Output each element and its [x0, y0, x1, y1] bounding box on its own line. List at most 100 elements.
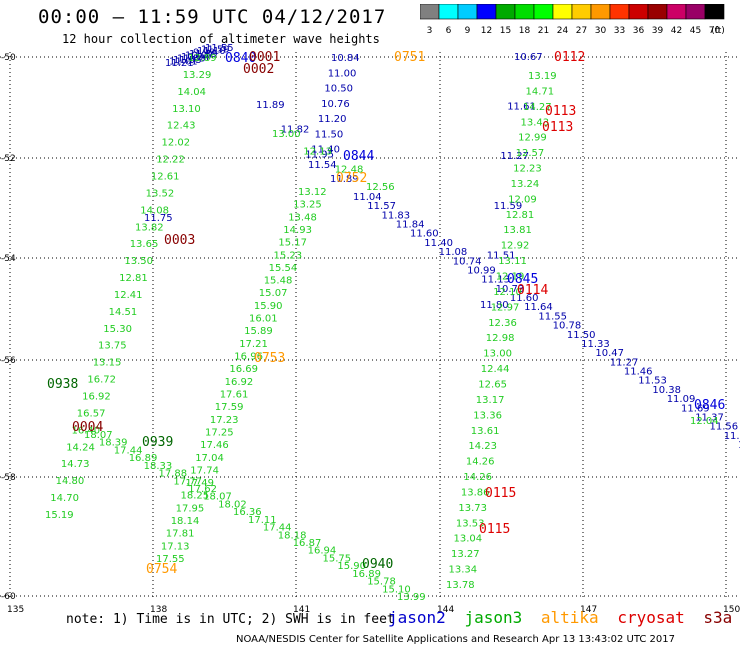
track-jason2: 11.75: [144, 213, 173, 224]
wave-height-value: 12.81: [119, 273, 148, 284]
wave-height-value: 11.33: [581, 339, 610, 350]
scale-label: 45: [690, 26, 701, 36]
wave-height-value: 12.48: [335, 164, 364, 175]
wave-height-value: 18.07: [84, 430, 113, 441]
lon-tick-label: 144: [437, 605, 454, 615]
wave-height-value: 11.53: [638, 376, 667, 387]
track-jason2: 11.0411.5711.8311.8411.6011.4011.0810.74…: [353, 192, 740, 451]
wave-height-value: 12.44: [481, 364, 510, 375]
wave-height-value: 14.26: [463, 472, 492, 483]
wave-height-value: 14.93: [283, 225, 312, 236]
wave-height-value: 15.78: [367, 577, 396, 588]
legend-cryosat: cryosat: [617, 608, 685, 627]
lat-tick-label: -56: [1, 356, 16, 366]
satellite-legend: jason2 jason3 altika cryosat s3a: [388, 608, 740, 627]
wave-height-value: 15.17: [278, 238, 307, 249]
track-jason3: 18.0718.3917.4416.8918.3317.8817.7717.62…: [84, 430, 426, 603]
wave-height-value: 14.80: [56, 476, 85, 487]
wave-height-value: 12.36: [488, 318, 517, 329]
altimeter-tracks: 11.2111.0111.5311.8310.8410.0711.399.991…: [45, 43, 740, 603]
wave-height-value: 17.59: [215, 402, 244, 413]
wave-height-value: 11.55: [538, 311, 567, 322]
wave-height-value: 17.95: [176, 503, 205, 514]
wave-height-value: 17.77: [173, 476, 202, 487]
wave-height-value: 13.52: [146, 188, 175, 199]
wave-height-value: 17.74: [190, 465, 219, 476]
wave-height-value: 11.40: [424, 238, 453, 249]
wave-height-value: 11.08: [439, 247, 468, 258]
wave-height-value: 10.47: [595, 348, 624, 359]
lat-tick-label: -60: [1, 592, 16, 602]
pass-time-label: 0939: [142, 435, 173, 450]
wave-height-value: 13.43: [521, 117, 550, 128]
wave-height-value: 12.97: [491, 302, 520, 313]
wave-height-value: 17.11: [248, 515, 277, 526]
wave-height-value: 13.73: [458, 503, 487, 514]
wave-height-value: 12.23: [513, 164, 542, 175]
scale-label: 27: [576, 26, 587, 36]
wave-height-value: 18.02: [218, 499, 247, 510]
wave-height-value: 12.19: [496, 272, 525, 283]
wave-height-value: 11.55: [205, 43, 234, 54]
wave-height-value: 15.89: [244, 326, 273, 337]
track-jason3: 12.89 13.29 14.04 13.10 12.43 12.02 12.22 12.61…: [45, 53, 217, 521]
wave-height-value: 11.40: [311, 145, 340, 156]
wave-height-value: 11.61: [507, 102, 536, 113]
wave-height-value: 12.57: [516, 148, 545, 159]
track-jason3: 12.04: [690, 416, 719, 427]
wave-height-value: 17.23: [210, 415, 239, 426]
wave-height-value: 18.33: [144, 461, 173, 472]
wave-height-value: 17.13: [161, 541, 190, 552]
wave-height-value: 14.70: [50, 493, 79, 504]
wave-height-value: 12.04: [690, 416, 719, 427]
wave-height-value: 12.98: [486, 333, 515, 344]
lat-lon-grid: [0, 52, 740, 600]
wave-height-value: 12.81: [506, 210, 535, 221]
track-jason2: 10.84 11.00 10.50 10.76 11.20 11.50 11.40 11.54: [308, 53, 360, 171]
pass-time-label: 0840: [225, 51, 256, 66]
wave-height-value: 14.27: [523, 102, 552, 113]
wave-height-value: 17.62: [188, 484, 217, 495]
wave-height-value: 12.22: [156, 155, 185, 166]
wave-height-value: 16.92: [225, 377, 254, 388]
wave-height-value: 13.36: [473, 410, 502, 421]
pass-time-label: 0938: [47, 377, 78, 392]
wave-height-value: 13.99: [397, 592, 426, 603]
wave-height-value: 16.92: [82, 392, 111, 403]
pass-time-label: 0752: [336, 171, 367, 186]
pass-time-label: 0003: [164, 233, 195, 248]
wave-height-value: 16.96: [234, 352, 263, 363]
wave-height-value: 17.21: [239, 339, 268, 350]
wave-height-value: 10.84: [331, 53, 360, 64]
wave-height-value: 10.50: [324, 84, 353, 95]
track-jason2: 11.2111.0111.5311.8310.8410.0711.399.991…: [165, 43, 234, 69]
wave-height-value: 17.25: [205, 427, 234, 438]
scale-label: 30: [595, 26, 607, 36]
scale-label: 39: [652, 26, 664, 36]
wave-height-value: 11.04: [353, 192, 382, 203]
wave-height-value: 11.10: [197, 46, 226, 57]
wave-height-value: 14.26: [466, 457, 495, 468]
lon-tick-label: 135: [7, 605, 24, 615]
wave-height-value: 12.89: [188, 53, 217, 64]
wave-height-value: 11.83: [382, 210, 411, 221]
wave-height-value: 16.94: [308, 546, 337, 557]
wave-height-value: 12.41: [114, 290, 143, 301]
wave-height-value: 15.10: [382, 584, 411, 595]
wave-height-value: 11.75: [144, 213, 173, 224]
wave-height-value: 14.04: [177, 87, 206, 98]
wave-height-value: 14.24: [66, 442, 95, 453]
pass-time-label: 0112: [554, 50, 585, 65]
wave-height-value: 13.24: [511, 179, 540, 190]
wave-height-value: 16.89: [129, 453, 158, 464]
wave-height-value: 11.27: [500, 151, 529, 162]
wave-height-value: 15.54: [269, 263, 298, 274]
wave-height-value: 11.09: [667, 394, 696, 405]
pass-time-label: 0002: [243, 62, 274, 77]
pass-time-label: 0004: [72, 420, 103, 435]
wave-height-value: 12.92: [501, 241, 530, 252]
pass-time-label: 0114: [517, 283, 548, 298]
wave-height-value: 13.25: [293, 200, 322, 211]
wave-height-value: 13.34: [449, 565, 478, 576]
